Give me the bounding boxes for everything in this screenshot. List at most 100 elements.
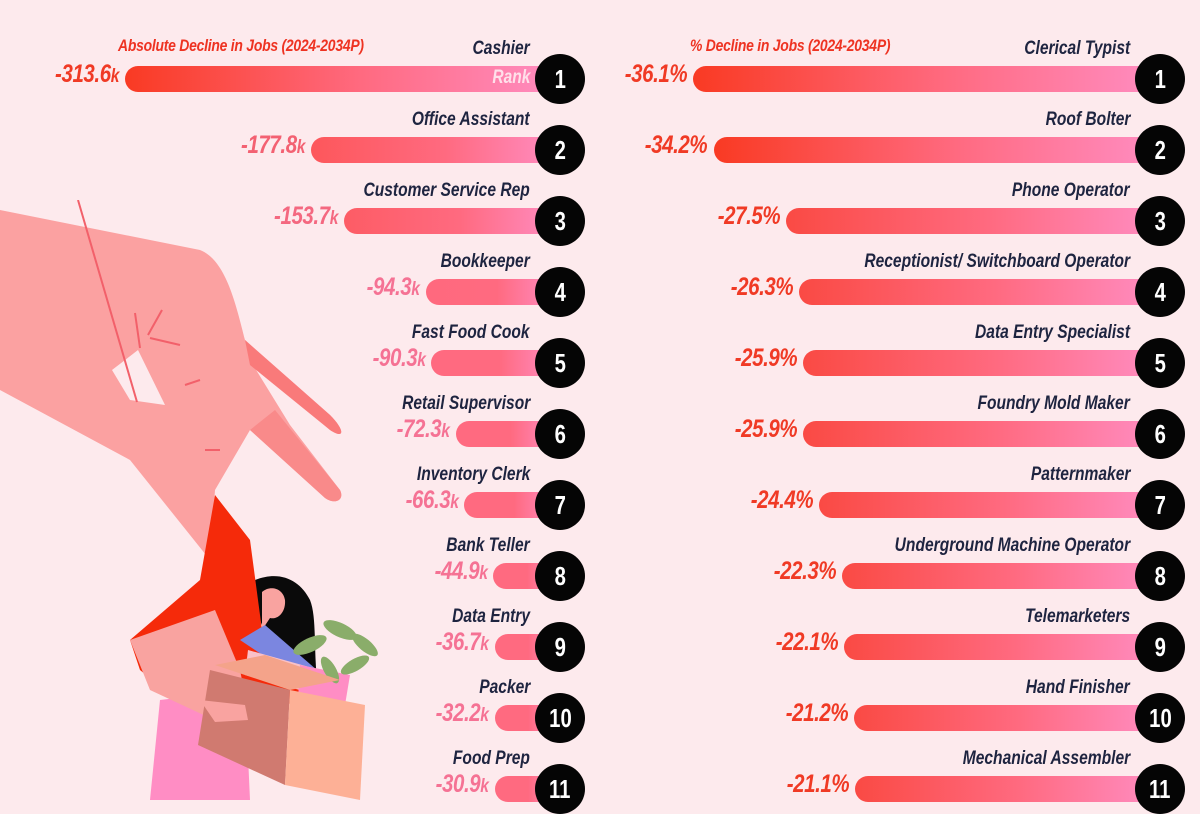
value-label: -21.1%: [787, 770, 850, 799]
value-number: -25.9: [734, 344, 780, 372]
job-label: Data Entry: [452, 606, 530, 627]
value-label: -94.3k: [367, 273, 420, 302]
bar: [842, 563, 1155, 589]
rank-badge: 5: [1135, 338, 1185, 388]
chart-title: Absolute Decline in Jobs (2024-2034P): [118, 36, 364, 55]
rank-number: 3: [554, 205, 566, 236]
job-label: Foundry Mold Maker: [977, 393, 1130, 414]
value-label: -72.3k: [397, 415, 450, 444]
value-unit: %: [775, 273, 793, 301]
value-label: -22.1%: [775, 628, 839, 657]
rank-badge: 3: [1135, 196, 1185, 246]
chart-title: % Decline in Jobs (2024-2034P): [690, 36, 891, 55]
job-label: Bank Teller: [446, 535, 530, 556]
rank-badge: 5: [535, 338, 585, 388]
rank-number: 8: [554, 560, 566, 591]
value-number: -30.9: [436, 770, 481, 798]
bar: [853, 705, 1155, 731]
box-front: [285, 690, 365, 800]
value-unit: %: [818, 557, 837, 585]
bar: [431, 350, 555, 376]
value-unit: %: [820, 628, 839, 656]
rank-number: 8: [1154, 560, 1166, 591]
value-number: -44.9: [434, 557, 480, 585]
value-number: -36.7: [436, 628, 481, 656]
job-label: Underground Machine Operator: [894, 535, 1130, 556]
rank-badge: 2: [535, 125, 585, 175]
bar: [713, 137, 1155, 163]
value-unit: k: [330, 208, 339, 229]
job-label: Cashier: [472, 38, 530, 59]
value-unit: k: [110, 66, 120, 87]
value-number: -25.9: [734, 415, 780, 443]
rank-number: 1: [554, 63, 566, 94]
rank-number: 1: [1154, 63, 1166, 94]
rank-number: 6: [554, 418, 566, 449]
value-unit: k: [296, 137, 306, 158]
value-label: -44.9k: [434, 557, 487, 586]
job-label: Phone Operator: [1012, 180, 1130, 201]
rank-badge: 4: [1135, 267, 1185, 317]
rank-badge: 8: [1135, 551, 1185, 601]
rank-number: 3: [1154, 205, 1166, 236]
value-number: -72.3: [396, 415, 442, 443]
rank-legend-label: Rank: [491, 67, 530, 88]
value-label: -30.9k: [436, 770, 489, 799]
rank-number: 11: [1149, 773, 1171, 804]
job-label: Receptionist/ Switchboard Operator: [864, 251, 1130, 272]
bar: [125, 66, 555, 92]
rank-badge: 6: [1135, 409, 1185, 459]
rank-badge: 11: [1135, 764, 1185, 814]
rank-badge: 6: [535, 409, 585, 459]
value-label: -21.2%: [785, 699, 848, 728]
value-number: -32.2: [436, 699, 481, 727]
rank-number: 11: [549, 773, 571, 804]
rank-number: 9: [1154, 631, 1166, 662]
job-label: Clerical Typist: [1024, 38, 1130, 59]
job-label: Retail Supervisor: [401, 393, 530, 414]
bar: [693, 66, 1155, 92]
value-number: -177.8: [241, 131, 297, 159]
value-number: -22.1: [775, 628, 821, 656]
job-label: Bookkeeper: [440, 251, 530, 272]
value-label: -32.2k: [436, 699, 489, 728]
value-number: -26.3: [730, 273, 776, 301]
value-unit: %: [795, 486, 814, 514]
value-number: -21.2: [785, 699, 831, 727]
bar: [425, 279, 555, 305]
value-unit: k: [441, 421, 451, 442]
value-number: -313.6: [55, 60, 111, 88]
job-label: Food Prep: [452, 748, 530, 769]
hand-on-box: [200, 700, 248, 722]
rank-badge: 10: [1135, 693, 1185, 743]
value-number: -90.3: [372, 344, 417, 372]
rank-number: 4: [1154, 276, 1166, 307]
value-unit: k: [479, 563, 488, 584]
value-label: -90.3k: [372, 344, 425, 373]
hand-lifting-worker-illustration: [0, 200, 378, 800]
value-unit: k: [449, 492, 459, 513]
value-label: -313.6k: [55, 60, 119, 89]
hand-crease-lines: [77, 200, 220, 451]
value-unit: %: [779, 415, 798, 443]
bar: [798, 279, 1155, 305]
rank-number: 2: [554, 134, 566, 165]
value-label: -25.9%: [734, 344, 798, 373]
job-label: Packer: [478, 677, 530, 698]
job-label: Fast Food Cook: [412, 322, 530, 343]
value-label: -22.3%: [774, 557, 837, 586]
rank-badge: 3: [535, 196, 585, 246]
job-label: Mechanical Assembler: [962, 748, 1130, 769]
job-label: Customer Service Rep: [363, 180, 530, 201]
value-number: -24.4: [750, 486, 796, 514]
face: [262, 588, 286, 630]
rank-badge: 10: [535, 693, 585, 743]
value-number: -36.1: [624, 60, 670, 88]
rank-number: 9: [554, 631, 566, 662]
value-number: -153.7: [274, 202, 331, 230]
bar: [803, 421, 1155, 447]
value-label: -25.9%: [734, 415, 798, 444]
rank-badge: 7: [1135, 480, 1185, 530]
job-label: Patternmaker: [1030, 464, 1130, 485]
job-label: Hand Finisher: [1026, 677, 1130, 698]
